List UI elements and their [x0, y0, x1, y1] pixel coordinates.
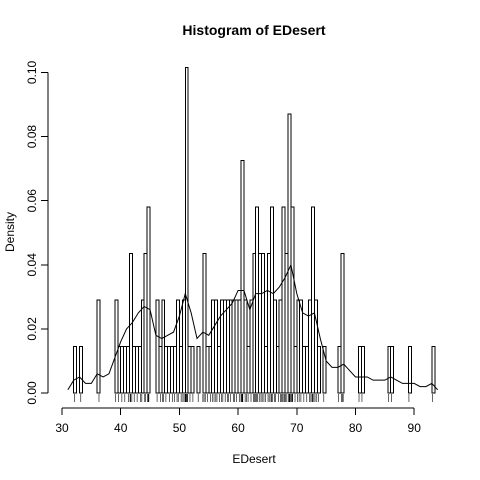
- y-tick-label: 0.08: [25, 125, 39, 149]
- histogram-bar: [322, 346, 327, 394]
- histogram-bar: [190, 346, 195, 394]
- histogram-bar: [316, 346, 321, 394]
- rug-marks: [74, 394, 433, 402]
- histogram-bar: [146, 206, 151, 394]
- histogram-bar: [290, 206, 295, 394]
- histogram-bar: [360, 346, 365, 394]
- y-tick-label: 0.06: [25, 189, 39, 213]
- histogram-bar: [184, 67, 189, 394]
- histogram-bar: [129, 253, 133, 394]
- histogram-bar: [96, 299, 101, 394]
- histogram-bar: [390, 346, 395, 394]
- density-curve-layer: [67, 263, 439, 391]
- x-tick-label: 80: [349, 421, 363, 435]
- y-tick-label: 0.10: [25, 60, 39, 84]
- x-tick-label: 70: [290, 421, 304, 435]
- y-axis: 0.00 0.02 0.04 0.06 0.08 0.10: [25, 60, 49, 405]
- x-tick-label: 90: [408, 421, 422, 435]
- y-tick-label: 0.00: [25, 381, 39, 405]
- histogram-bar: [431, 346, 436, 394]
- y-tick-label: 0.04: [25, 253, 39, 277]
- x-axis: 30 40 50 60 70 80 90: [55, 407, 422, 435]
- histogram-bar: [407, 346, 412, 394]
- histogram-bars: [73, 67, 436, 394]
- x-tick-label: 40: [114, 421, 128, 435]
- y-axis-label: Density: [3, 212, 17, 252]
- x-tick-label: 30: [55, 421, 69, 435]
- x-tick-label: 50: [173, 421, 187, 435]
- x-tick-label: 60: [231, 421, 245, 435]
- histogram-bar: [202, 253, 207, 394]
- chart-title: Histogram of EDesert: [182, 22, 325, 38]
- x-axis-label: EDesert: [232, 452, 276, 466]
- histogram-bar: [196, 346, 201, 394]
- histogram-bar: [340, 253, 345, 394]
- histogram-bar: [73, 346, 78, 394]
- histogram-bar: [261, 253, 266, 394]
- histogram-bar: [79, 346, 84, 394]
- density-curve: [67, 263, 439, 391]
- y-tick-label: 0.02: [25, 317, 39, 341]
- histogram-bar: [240, 160, 245, 394]
